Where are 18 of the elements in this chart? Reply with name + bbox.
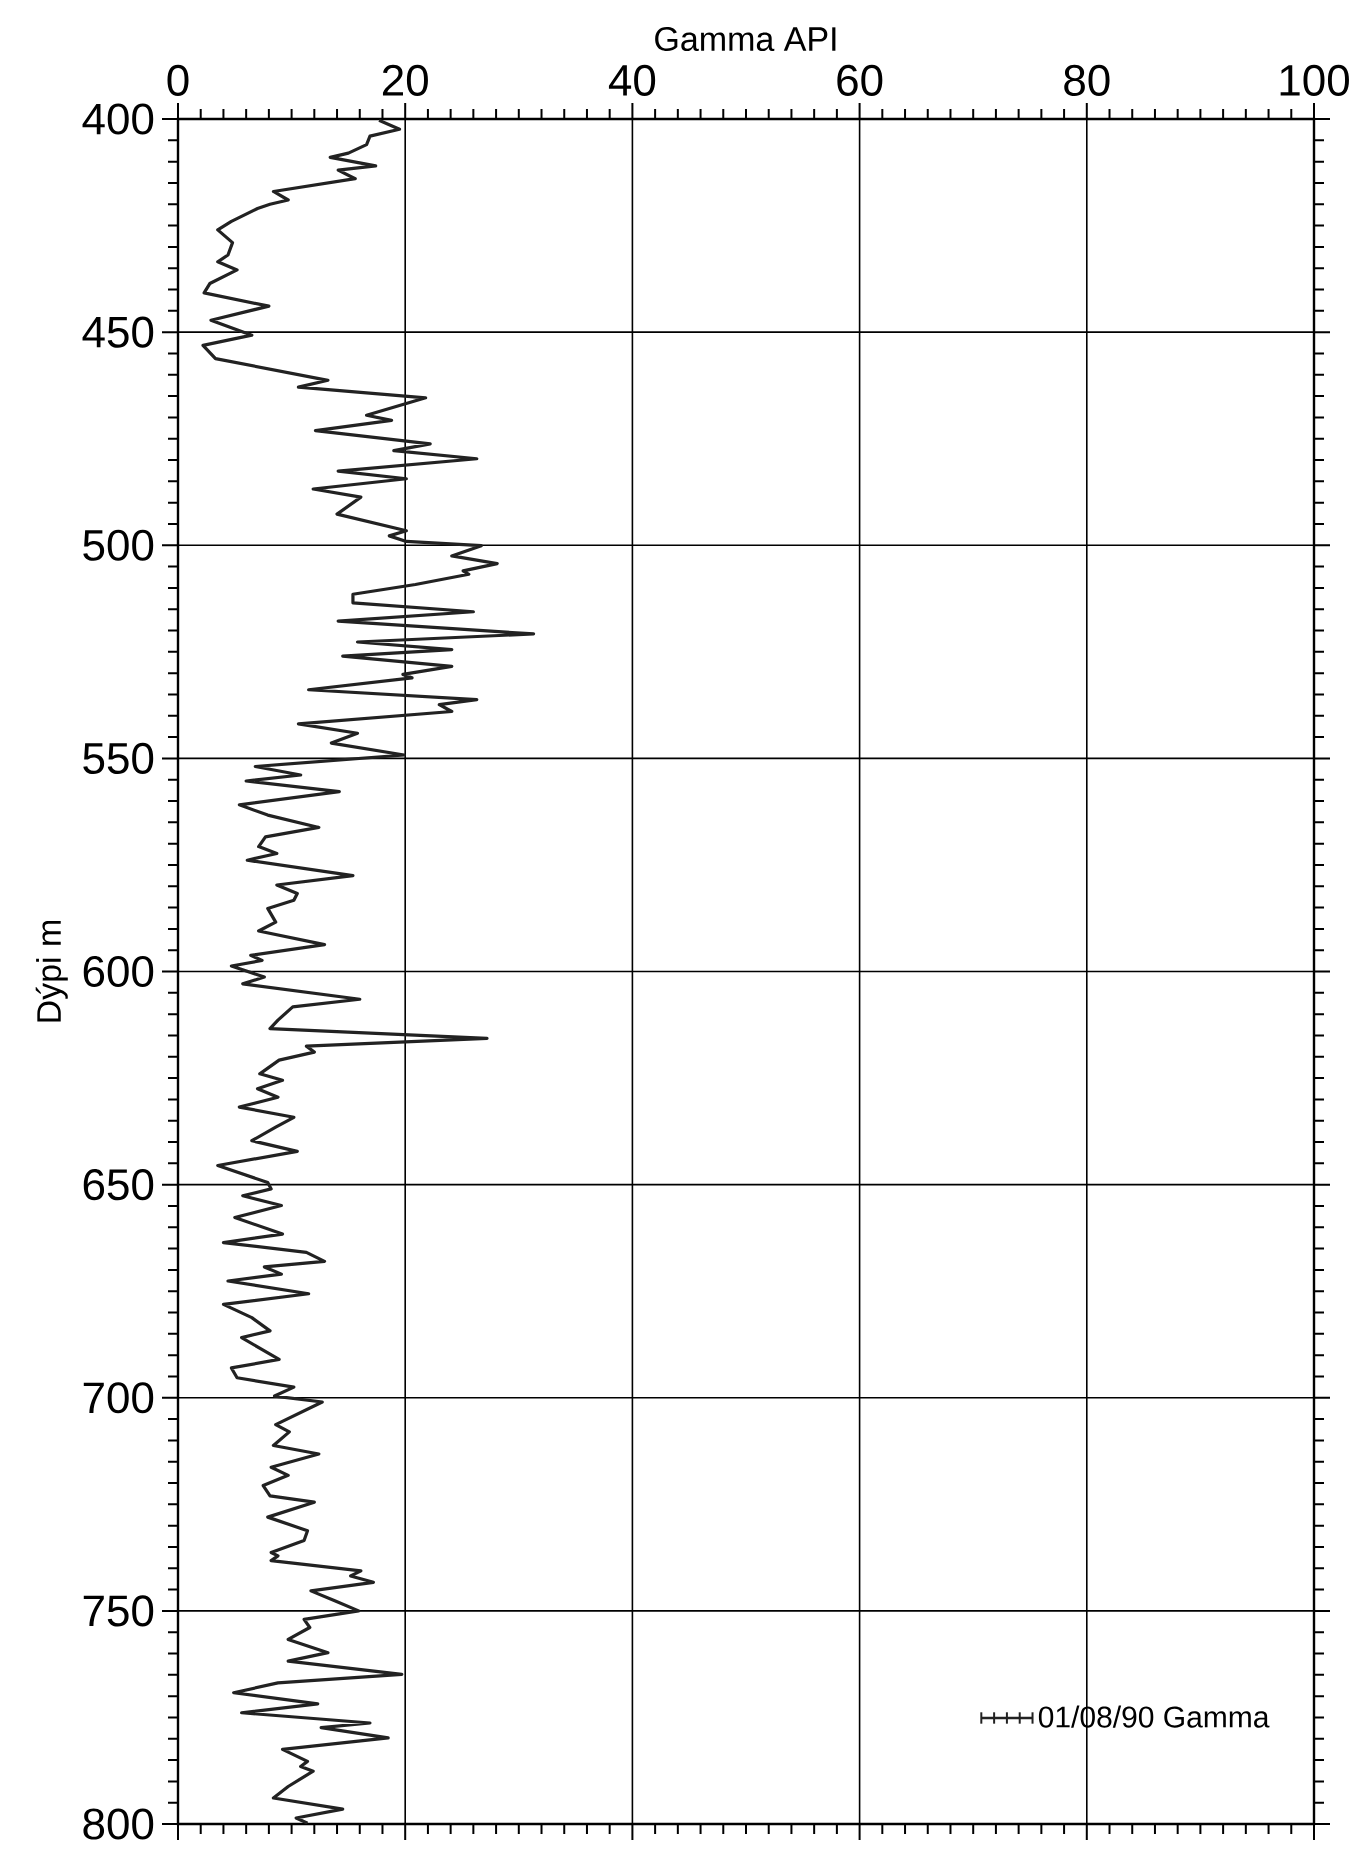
y-tick-label: 450 bbox=[82, 316, 154, 348]
x-tick-label: 60 bbox=[837, 64, 883, 96]
y-tick-label: 550 bbox=[83, 742, 154, 774]
x-tick-label: 80 bbox=[1064, 64, 1110, 96]
x-tick-label: 0 bbox=[167, 64, 189, 96]
y-tick-label: 500 bbox=[83, 529, 154, 561]
y-tick-label: 400 bbox=[82, 103, 154, 135]
y-tick-label: 600 bbox=[83, 955, 154, 988]
x-tick-label: 40 bbox=[608, 64, 656, 96]
line-series bbox=[201, 119, 536, 1825]
x-tick-label: 100 bbox=[1280, 64, 1349, 96]
y-tick-label: 700 bbox=[83, 1382, 154, 1414]
y-tick-label: 650 bbox=[83, 1169, 154, 1201]
y-axis-title: Dýpi m bbox=[35, 920, 68, 1022]
y-tick-label: 800 bbox=[83, 1808, 154, 1840]
y-tick-label: 750 bbox=[83, 1595, 154, 1627]
x-axis-title: Gamma API bbox=[655, 26, 836, 52]
x-tick-label: 20 bbox=[382, 64, 428, 96]
